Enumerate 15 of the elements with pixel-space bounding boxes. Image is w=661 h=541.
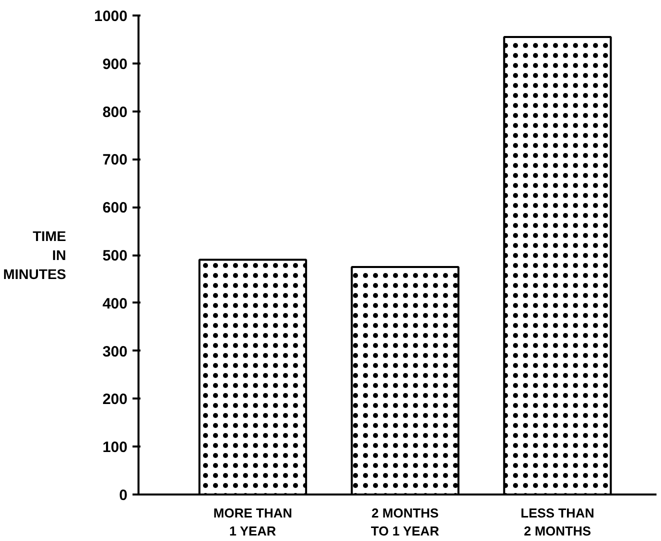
y-tick-label: 1000 bbox=[94, 8, 128, 25]
y-tick-label: 600 bbox=[102, 200, 128, 217]
y-tick-label: 200 bbox=[102, 391, 128, 408]
y-tick-label: 300 bbox=[102, 343, 128, 360]
x-tick-label: MORE THAN 1 YEAR bbox=[213, 506, 292, 538]
y-tick-label: 800 bbox=[102, 104, 128, 121]
x-tick-label: 2 MONTHS TO 1 YEAR bbox=[370, 506, 440, 538]
y-tick-label: 0 bbox=[119, 487, 128, 504]
y-tick-label: 700 bbox=[102, 152, 128, 169]
y-tick-label: 100 bbox=[102, 439, 128, 456]
y-tick-label: 900 bbox=[102, 56, 128, 73]
y-axis-title: TIME IN MINUTES bbox=[3, 228, 66, 282]
y-tick-label: 400 bbox=[102, 295, 128, 312]
y-tick-label: 500 bbox=[102, 248, 128, 264]
x-tick-label: LESS THAN 2 MONTHS bbox=[520, 506, 594, 538]
